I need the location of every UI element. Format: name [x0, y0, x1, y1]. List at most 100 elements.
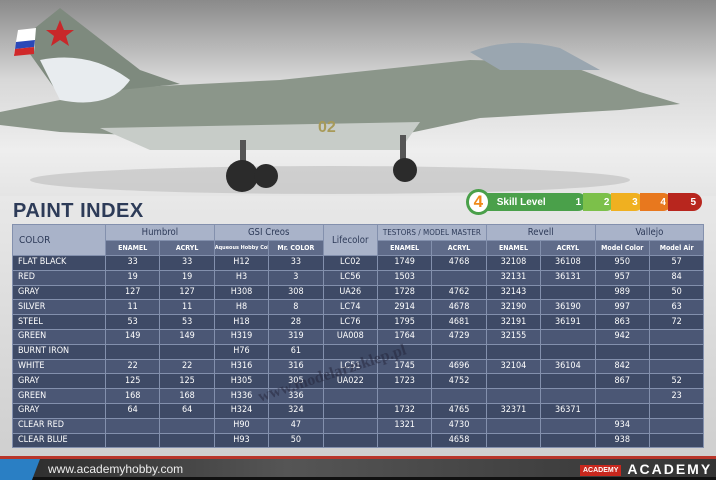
paint-code-cell: 942	[594, 328, 650, 345]
paint-code-cell: 305	[268, 373, 324, 390]
subheader: Model Color	[594, 240, 650, 256]
paint-code-cell: 32191	[485, 314, 542, 330]
paint-code-cell: 168	[104, 388, 161, 404]
table-row: RED 19 19 H3 3 LC56 1503 32131 36131 957 84	[12, 269, 705, 286]
paint-code-cell	[540, 343, 596, 360]
paint-code-cell: LC74	[322, 299, 378, 316]
paint-code-cell	[594, 343, 650, 360]
skill-label: Skill Level	[496, 196, 546, 208]
website-link[interactable]: www.academyhobby.com	[48, 462, 184, 476]
paint-code-cell	[648, 343, 705, 360]
paint-code-cell	[648, 432, 705, 449]
paint-code-cell: 4681	[431, 314, 487, 330]
paint-code-cell	[322, 343, 378, 360]
paint-code-cell: 84	[648, 269, 705, 286]
skill-step-3: 3	[611, 193, 644, 211]
paint-code-cell: 57	[648, 255, 705, 271]
paint-code-cell: H8	[213, 299, 270, 316]
paint-code-cell: 28	[268, 314, 324, 330]
color-name-cell: SILVER	[12, 299, 106, 316]
table-row: WHITE 22 22 H316 316 LC51 1745 4696 32104 36104 84…	[12, 358, 705, 375]
paint-code-cell: 149	[159, 328, 215, 345]
paint-code-cell	[648, 402, 705, 419]
paint-code-cell: H12	[213, 255, 270, 271]
table-row: CLEAR RED H90 47 1321 4730 934	[12, 417, 705, 434]
paint-code-cell	[540, 432, 596, 449]
table-row: STEEL 53 53 H18 28 LC76 1795 4681 32191 36191 863 7…	[12, 314, 705, 330]
paint-code-cell: H3	[213, 269, 270, 286]
page-title: PAINT INDEX	[13, 200, 144, 222]
paint-code-cell: UA008	[322, 328, 378, 345]
color-name-cell: BURNT IRON	[12, 343, 106, 360]
footer-accent	[0, 459, 40, 480]
table-row: CLEAR BLUE H93 50 4658 938	[12, 432, 705, 449]
paint-code-cell: H18	[213, 314, 270, 330]
table-row: GREEN 168 168 H336 336 23	[12, 388, 705, 404]
brand-logo: ACADEMY ACADEMY	[580, 461, 712, 477]
paint-code-cell: 32155	[485, 328, 542, 345]
paint-code-cell: H76	[213, 343, 270, 360]
header-testors: TESTORS / MODEL MASTER	[376, 224, 487, 241]
header-vallejo: Vallejo	[594, 224, 705, 241]
subheader: Mr. COLOR	[268, 240, 324, 256]
paint-code-cell: 63	[648, 299, 705, 316]
paint-code-cell	[104, 417, 161, 434]
paint-code-cell: 1732	[376, 402, 433, 419]
header-humbrol: Humbrol	[105, 224, 215, 241]
paint-code-cell: H316	[213, 358, 270, 375]
paint-code-cell: 32143	[485, 284, 542, 301]
color-name-cell: GRAY	[12, 284, 106, 301]
paint-code-cell	[376, 343, 433, 360]
paint-code-cell	[322, 402, 378, 419]
header-color: COLOR	[12, 224, 106, 256]
paint-code-cell: 4765	[431, 402, 487, 419]
subheader: ACRYL	[431, 240, 487, 256]
paint-code-cell: 308	[268, 284, 324, 301]
paint-code-cell: 22	[159, 358, 215, 375]
paint-code-cell: 32371	[485, 402, 542, 419]
paint-code-cell	[322, 417, 378, 434]
paint-code-cell	[485, 343, 542, 360]
subheader: ENAMEL	[376, 240, 433, 256]
paint-code-cell	[159, 343, 215, 360]
paint-code-cell: 32104	[485, 358, 542, 375]
paint-code-cell: 1764	[376, 328, 433, 345]
aircraft-number: 02	[318, 119, 336, 136]
paint-code-cell: 1749	[376, 255, 433, 271]
skill-step-4: 4	[639, 193, 672, 211]
paint-code-cell: 11	[159, 299, 215, 316]
paint-code-cell	[485, 432, 542, 449]
color-name-cell: FLAT BLACK	[12, 255, 106, 271]
brand-name: ACADEMY	[627, 461, 713, 477]
paint-code-cell: 47	[268, 417, 324, 434]
color-name-cell: GRAY	[12, 402, 106, 419]
header-gsi-creos: GSI Creos	[213, 224, 324, 241]
paint-code-cell: 36371	[540, 402, 596, 419]
paint-code-cell	[431, 388, 487, 404]
paint-code-cell: H90	[213, 417, 270, 434]
paint-code-cell: 4696	[431, 358, 487, 375]
header-lifecolor: Lifecolor	[322, 224, 378, 256]
color-name-cell: RED	[12, 269, 106, 286]
paint-code-cell	[648, 328, 705, 345]
paint-code-cell: 4678	[431, 299, 487, 316]
paint-code-cell: 33	[268, 255, 324, 271]
paint-code-cell: 19	[159, 269, 215, 286]
paint-code-cell	[648, 417, 705, 434]
paint-code-cell	[540, 417, 596, 434]
paint-code-cell: 4768	[431, 255, 487, 271]
paint-code-cell	[485, 417, 542, 434]
paint-code-cell: 957	[594, 269, 650, 286]
table-row: GRAY 125 125 H305 305 UA022 1723 4752 867 52	[12, 373, 705, 390]
paint-code-cell: 867	[594, 373, 650, 390]
skill-step-2: 2	[583, 193, 616, 211]
color-name-cell: STEEL	[12, 314, 106, 330]
header-revell: Revell	[485, 224, 596, 241]
paint-code-cell: 23	[648, 388, 705, 404]
paint-code-cell: 4658	[431, 432, 487, 449]
paint-code-cell	[104, 343, 161, 360]
paint-code-cell: 33	[159, 255, 215, 271]
paint-code-cell: 53	[159, 314, 215, 330]
subheader: ACRYL	[540, 240, 596, 256]
table-row: FLAT BLACK 33 33 H12 33 LC02 1749 4768 32108 3610…	[12, 255, 705, 271]
